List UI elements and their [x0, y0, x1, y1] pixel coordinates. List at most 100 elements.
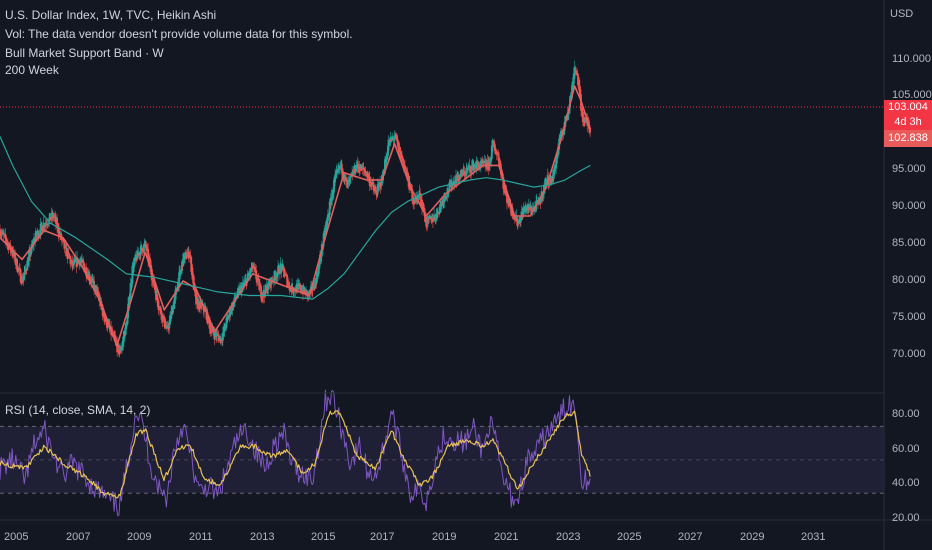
candle-body — [583, 121, 586, 124]
last-price-tag: 103.004 — [884, 100, 932, 115]
candle-body — [50, 218, 52, 220]
price-tick-label: 75.000 — [892, 311, 926, 323]
candle-body — [180, 265, 183, 272]
currency-label: USD — [890, 8, 913, 20]
time-tick-label: 2031 — [801, 531, 825, 543]
time-tick-label: 2025 — [617, 531, 641, 543]
candle-body — [15, 259, 18, 261]
candle-body — [403, 164, 406, 167]
candle-body — [198, 302, 201, 311]
candle-body — [413, 202, 416, 204]
price-tick-label: 85.000 — [892, 237, 926, 249]
candle-body — [519, 221, 522, 223]
candle-body — [98, 297, 101, 299]
price-tick-label: 70.000 — [892, 348, 926, 360]
candle-body — [181, 261, 184, 269]
candle-body — [27, 265, 29, 267]
rsi-tick-label: 80.00 — [892, 408, 920, 420]
candle-body — [427, 218, 430, 220]
candle-body — [169, 315, 171, 325]
candle-body — [229, 312, 232, 316]
candle-body — [203, 307, 205, 313]
bar-countdown-tag: 4d 3h — [884, 115, 932, 130]
candle-body — [548, 182, 551, 184]
volume-note: Vol: The data vendor doesn't provide vol… — [5, 27, 353, 41]
candle-body — [393, 138, 395, 140]
candle-body — [380, 185, 383, 187]
candle-body — [432, 220, 435, 222]
candle-body — [20, 275, 23, 285]
rsi-ma-line — [0, 410, 591, 499]
candle-body — [509, 203, 512, 210]
candle-body — [266, 289, 269, 291]
candle-body — [356, 167, 358, 169]
candle-body — [105, 319, 108, 328]
candle-body — [201, 305, 204, 306]
candle-body — [426, 216, 429, 225]
candle-body — [261, 296, 264, 298]
candle-body — [107, 323, 109, 326]
candle-body — [37, 234, 40, 236]
candle-body — [495, 151, 497, 155]
candle-body — [515, 215, 518, 220]
candle-body — [317, 272, 320, 276]
candle-body — [552, 169, 555, 180]
time-tick-label: 2019 — [432, 531, 456, 543]
time-tick-label: 2015 — [311, 531, 335, 543]
candle-body — [476, 163, 479, 165]
candle-body — [359, 169, 361, 171]
candle-body — [331, 194, 334, 196]
candle-body — [340, 163, 343, 174]
candle-body — [247, 275, 250, 277]
rsi-legend[interactable]: RSI (14, close, SMA, 14, 2) — [5, 403, 151, 417]
candle-body — [258, 284, 261, 287]
candle-body — [218, 335, 221, 338]
candle-body — [152, 279, 154, 280]
candle-body — [147, 249, 150, 262]
candle-body — [2, 232, 4, 234]
candle-body — [286, 280, 289, 284]
candle-body — [130, 279, 133, 288]
time-tick-label: 2007 — [66, 531, 90, 543]
candle-body — [11, 251, 14, 256]
time-tick-label: 2013 — [250, 531, 274, 543]
time-tick-label: 2027 — [678, 531, 702, 543]
indicator-legend-support-band[interactable]: Bull Market Support Band · W — [5, 46, 164, 60]
candle-body — [173, 294, 176, 304]
candle-body — [370, 184, 373, 186]
candle-body — [315, 282, 318, 284]
indicator-line-layer — [0, 85, 592, 517]
indicator-legend-200-week[interactable]: 200 Week — [5, 63, 59, 77]
candle-body — [83, 264, 86, 273]
candle-body — [20, 277, 23, 280]
candle-body — [249, 271, 252, 273]
candle-body — [518, 220, 521, 224]
time-tick-label: 2029 — [740, 531, 764, 543]
candle-body — [354, 171, 357, 173]
symbol-title[interactable]: U.S. Dollar Index, 1W, TVC, Heikin Ashi — [5, 8, 217, 22]
time-tick-label: 2017 — [370, 531, 394, 543]
candle-body — [22, 275, 25, 280]
candle-body — [493, 145, 496, 151]
candle-body — [53, 216, 56, 218]
candle-body — [387, 145, 389, 156]
bull-market-support-band-line — [0, 85, 592, 347]
candle-body — [337, 169, 340, 171]
candle-body — [550, 181, 553, 183]
candle-body — [523, 207, 526, 211]
candle-body — [244, 279, 247, 282]
candle-body — [466, 169, 469, 171]
candle-body — [525, 209, 528, 211]
candle-body — [473, 164, 476, 167]
candle-body — [142, 250, 145, 252]
candle-body — [170, 311, 173, 320]
candle-body — [25, 270, 28, 271]
candle-body — [507, 202, 510, 206]
time-tick-label: 2011 — [189, 531, 213, 543]
candle-body — [220, 338, 222, 340]
ma-200-week-line — [0, 136, 591, 300]
candle-body — [445, 197, 448, 199]
candle-body — [269, 278, 272, 286]
